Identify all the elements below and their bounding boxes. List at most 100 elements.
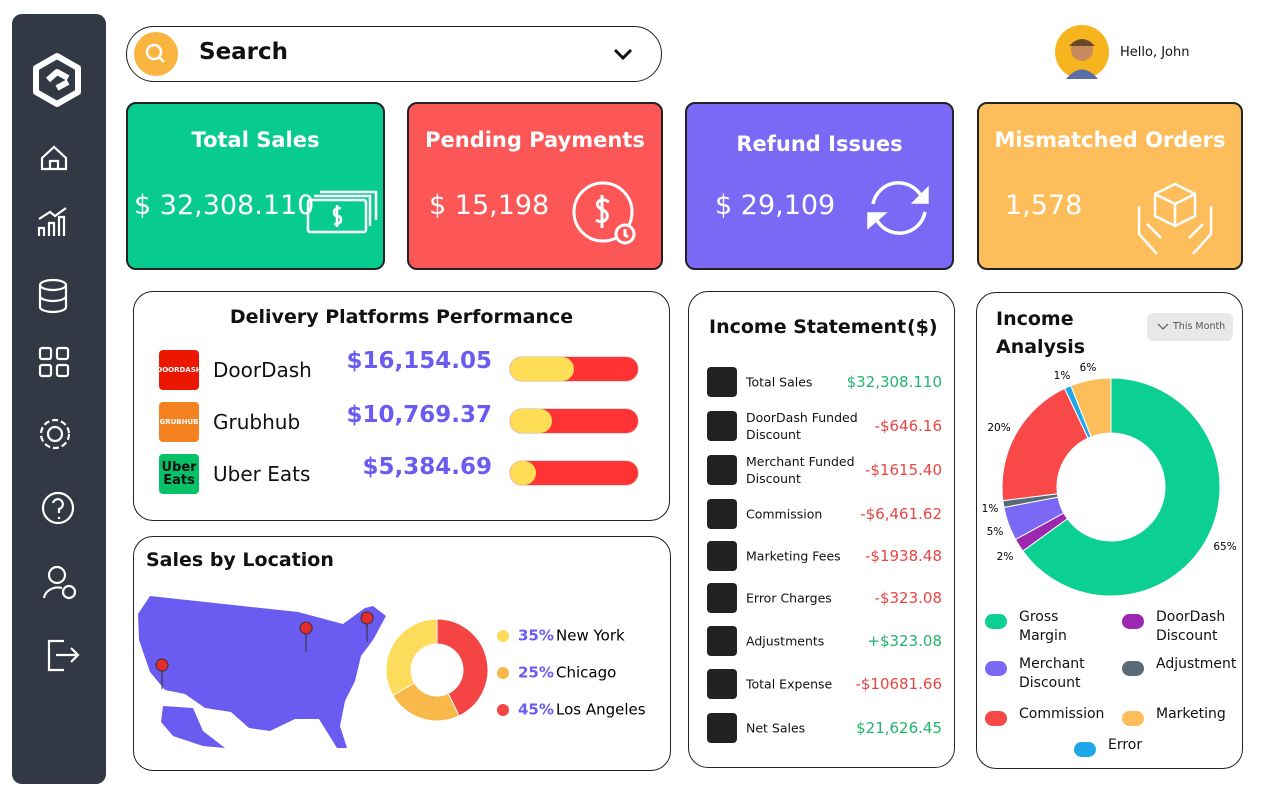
avatar[interactable] (1054, 24, 1110, 80)
row-amount: -$6,461.62 (860, 505, 942, 523)
share-bar (510, 409, 553, 433)
legend-label: Chicago (556, 664, 616, 682)
platform-name: Grubhub (213, 410, 301, 434)
legend-swatch (985, 614, 1007, 629)
refund-icon (867, 181, 929, 235)
row-amount: -$1615.40 (865, 461, 942, 479)
share-bar-track (509, 356, 639, 382)
legend-label: Gross Margin (1019, 609, 1067, 644)
user-greeting: Hello, John (1120, 45, 1190, 60)
legend-swatch (985, 711, 1007, 726)
row-label: Total Sales (746, 374, 813, 390)
income-panel: Income Statement ($) Total Sales $32,308.… (688, 291, 955, 768)
row-icon (707, 499, 737, 529)
slice-label: 5% (987, 526, 1004, 538)
panel-unit: ($) (907, 316, 938, 338)
panel-title: Income Analysis (996, 308, 1086, 358)
slice-label: 2% (997, 551, 1014, 563)
legend-swatch (1074, 742, 1096, 757)
share-bar (510, 461, 536, 485)
row-amount: $32,308.110 (846, 373, 942, 391)
cash-icon (306, 190, 378, 234)
donut-slice (436, 618, 489, 717)
panel-title: Delivery Platforms Performance (229, 306, 574, 328)
platform-amount: $10,769.37 (346, 402, 492, 428)
row-icon (707, 626, 737, 656)
row-label: Merchant Funded Discount (746, 454, 855, 486)
legend-item: DoorDash Discount (1156, 609, 1225, 644)
platform-amount: $16,154.05 (346, 348, 492, 374)
row-icon (707, 583, 737, 613)
row-label: DoorDash Funded Discount (746, 410, 858, 442)
kpi-title: Total Sales (191, 128, 320, 152)
legend-item: Marketing (1156, 706, 1226, 722)
kpi-title: Pending Payments (425, 128, 645, 152)
row-icon (707, 411, 737, 441)
legend-label: New York (556, 627, 625, 645)
legend-value: 45% (518, 701, 554, 719)
kpi-card[interactable]: Total Sales $ 32,308.110 (126, 102, 385, 270)
share-bar (510, 357, 574, 381)
kpi-value: $ 32,308.110 (134, 190, 315, 221)
slice-label: 20% (987, 422, 1010, 434)
sidebar-icons (33, 53, 81, 672)
slice-label: 1% (1054, 370, 1071, 382)
donut-slice (1070, 377, 1112, 438)
row-label: Total Expense (746, 676, 833, 692)
map-pins (155, 611, 374, 690)
kpi-card[interactable]: Refund Issues $ 29,109 (685, 102, 954, 270)
legend-label: Marketing (1156, 706, 1226, 722)
platform-logo: GRUBHUB (159, 402, 199, 442)
row-icon (707, 713, 737, 743)
legend-swatch (985, 661, 1007, 676)
row-label: Commission (746, 506, 823, 522)
kpi-value: 1,578 (1005, 190, 1083, 221)
slice-label: 6% (1080, 362, 1097, 374)
slice-label: 1% (982, 503, 999, 515)
legend-dot (497, 630, 509, 642)
alaska (161, 706, 225, 748)
search-icon (134, 32, 178, 76)
donut-slice (1022, 377, 1221, 597)
legend-item: Error (1108, 737, 1142, 753)
panel-title: Income Statement (709, 316, 907, 338)
legend-dot (497, 704, 509, 716)
platform-name: DoorDash (213, 358, 312, 382)
legend-label: Adjustment (1156, 656, 1237, 672)
platform-logo: DOORDASH (156, 350, 202, 390)
legend-dot (497, 667, 509, 679)
legend-value: 35% (518, 627, 554, 645)
legend-swatch (1122, 711, 1144, 726)
kpi-card[interactable]: Pending Payments $ 15,198 (407, 102, 663, 270)
sidebar (12, 14, 106, 784)
legend-item: Commission (1019, 706, 1105, 722)
analysis-chart: 65% Gross Margin 2% DoorDash Discount 5% Merc… (982, 362, 1237, 757)
row-amount: -$10681.66 (855, 675, 942, 693)
kpi-card[interactable]: Mismatched Orders 1,578 (977, 102, 1243, 270)
dropdown-chevron[interactable] (611, 45, 635, 63)
slice-label: 65% (1213, 541, 1236, 553)
row-label: Adjustments (746, 633, 825, 649)
legend-label: Merchant Discount (1019, 656, 1085, 691)
us-map (138, 596, 386, 748)
platform-amount: $5,384.69 (362, 454, 493, 480)
donut-slice (385, 618, 438, 697)
filter-label: This Month (1173, 321, 1226, 332)
row-icon (707, 541, 737, 571)
row-amount: $21,626.45 (856, 719, 942, 737)
search-bar[interactable]: Search (126, 26, 662, 82)
kpi-title: Mismatched Orders (994, 128, 1226, 152)
search-label: Search (199, 39, 289, 65)
legend-label: Commission (1019, 706, 1105, 722)
row-amount: -$1938.48 (865, 547, 942, 565)
share-bar-track (509, 460, 639, 486)
row-icon (707, 367, 737, 397)
row-amount: +$323.08 (867, 632, 942, 650)
platform-logo: Uber Eats (159, 454, 199, 494)
legend-value: 25% (518, 664, 554, 682)
legend-item: Adjustment (1156, 656, 1237, 672)
row-icon (707, 455, 737, 485)
payment-icon (572, 181, 636, 245)
legend-item: Gross Margin (1019, 609, 1067, 644)
